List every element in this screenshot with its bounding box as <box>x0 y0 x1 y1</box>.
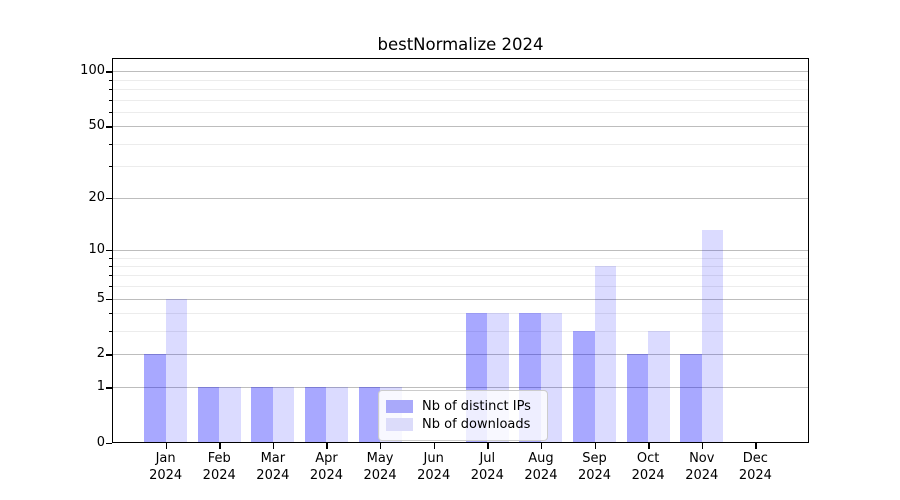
x-axis-tick-label: Sep 2024 <box>577 451 612 483</box>
y-axis-minor-tick <box>109 99 112 101</box>
y-axis-minor-tick <box>109 166 112 168</box>
gridline-major <box>112 197 809 199</box>
y-axis-tick <box>106 197 112 200</box>
gridline-minor <box>112 79 809 81</box>
bar-downloads-nov <box>701 230 724 443</box>
gridline-major <box>112 71 809 73</box>
x-axis-tick <box>165 443 167 449</box>
x-axis-tick <box>701 443 704 449</box>
gridline-major <box>112 387 809 389</box>
x-axis-tick <box>380 443 382 449</box>
bar-downloads-sep <box>594 265 616 443</box>
x-axis-tick-label: Feb 2024 <box>202 451 236 483</box>
y-axis-tick-label: 50 <box>88 118 105 134</box>
bar-downloads-feb <box>219 387 241 443</box>
x-axis-tick-label: Nov 2024 <box>685 451 719 483</box>
legend: Nb of distinct IPs Nb of downloads <box>378 390 548 441</box>
bar-distinct-ips-feb <box>197 387 220 443</box>
y-axis-tick-label: 2 <box>96 346 105 362</box>
x-axis-tick <box>648 443 650 449</box>
y-axis-minor-tick <box>109 275 112 277</box>
y-axis-minor-tick <box>109 143 112 145</box>
bar-distinct-ips-jan <box>144 354 166 443</box>
legend-swatch-downloads <box>386 418 413 431</box>
legend-swatch-distinct-ips <box>386 400 413 413</box>
gridline-minor <box>112 331 809 333</box>
y-axis-tick <box>106 249 112 252</box>
bar-downloads-jan <box>165 298 188 443</box>
gridline-major <box>112 126 809 128</box>
bar-downloads-oct <box>648 331 670 443</box>
bar-distinct-ips-apr <box>305 387 327 443</box>
y-axis-tick <box>106 298 112 301</box>
x-axis-tick-label: Apr 2024 <box>309 451 343 483</box>
x-axis-tick <box>487 443 489 449</box>
y-axis-minor-tick <box>109 257 112 259</box>
legend-label-downloads: Nb of downloads <box>422 417 531 432</box>
gridline-minor <box>112 257 809 259</box>
gridline-major <box>112 249 809 251</box>
gridline-minor <box>112 265 809 267</box>
y-axis-minor-tick <box>109 331 112 333</box>
x-axis-tick <box>326 443 328 449</box>
x-axis-tick-label: May 2024 <box>363 451 397 483</box>
y-axis-tick <box>106 126 112 128</box>
bar-downloads-apr <box>326 387 348 443</box>
gridline-minor <box>112 286 809 288</box>
bar-distinct-ips-sep <box>573 331 595 443</box>
plot-area: Nb of distinct IPs Nb of downloads <box>112 58 809 443</box>
gridline-minor <box>112 88 809 90</box>
y-axis-tick-label: 20 <box>88 189 105 205</box>
legend-label-distinct-ips: Nb of distinct IPs <box>422 399 531 414</box>
y-axis-tick <box>106 354 112 356</box>
y-axis-minor-tick <box>109 265 112 267</box>
x-axis-tick <box>594 443 596 449</box>
gridline-minor <box>112 313 809 315</box>
y-axis-tick <box>106 387 112 389</box>
legend-item-downloads: Nb of downloads <box>386 416 540 433</box>
x-axis-tick-label: Mar 2024 <box>256 451 290 483</box>
y-axis-tick-label: 100 <box>80 63 105 79</box>
x-axis-tick-label: Jul 2024 <box>470 451 504 483</box>
bar-distinct-ips-mar <box>251 387 273 443</box>
bar-downloads-mar <box>272 387 295 443</box>
x-axis-tick <box>433 443 436 449</box>
x-axis-tick <box>755 443 757 449</box>
x-axis-tick-label: Aug 2024 <box>524 451 558 483</box>
y-axis-minor-tick <box>109 79 112 81</box>
y-axis-minor-tick <box>109 88 112 90</box>
y-axis-tick-label: 0 <box>96 435 105 450</box>
y-axis-minor-tick <box>109 286 112 288</box>
gridline-major <box>112 354 809 356</box>
gridline-major <box>112 298 809 300</box>
y-axis-tick-label: 5 <box>96 290 105 306</box>
bar-distinct-ips-may <box>358 387 381 443</box>
y-axis-tick <box>106 71 112 73</box>
gridline-minor <box>112 166 809 168</box>
x-axis-tick <box>272 443 275 449</box>
x-axis-tick-label: Jan 2024 <box>149 451 183 483</box>
x-axis-tick <box>219 443 221 449</box>
y-axis-tick <box>106 443 112 445</box>
bar-distinct-ips-nov <box>680 354 702 443</box>
bar-distinct-ips-oct <box>626 354 649 443</box>
chart-title: bestNormalize 2024 <box>377 35 544 54</box>
y-axis-tick-label: 1 <box>96 379 105 395</box>
gridline-minor <box>112 111 809 113</box>
x-axis-tick-label: Dec 2024 <box>738 451 772 483</box>
x-axis-tick <box>540 443 543 449</box>
gridline-minor <box>112 143 809 145</box>
gridline-minor <box>112 275 809 277</box>
x-axis-tick-label: Jun 2024 <box>417 451 451 483</box>
y-axis-minor-tick <box>109 313 112 315</box>
y-axis-minor-tick <box>109 111 112 113</box>
gridline-minor <box>112 99 809 101</box>
y-axis-tick-label: 10 <box>88 241 105 257</box>
x-axis-tick-label: Oct 2024 <box>631 451 665 483</box>
legend-item-distinct-ips: Nb of distinct IPs <box>386 398 540 415</box>
